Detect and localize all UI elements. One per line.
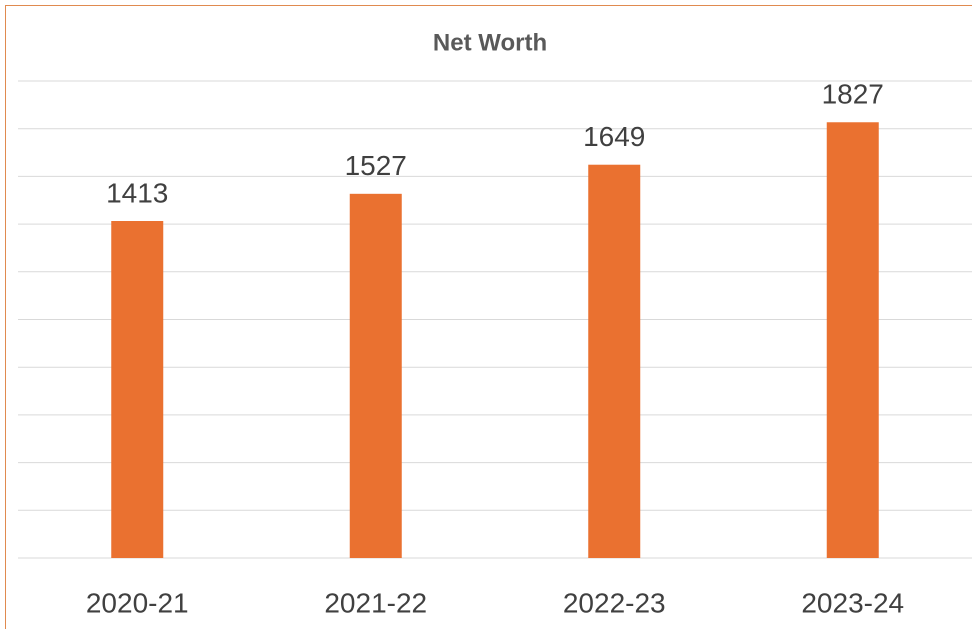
x-tick-label: 2023-24: [801, 587, 904, 618]
data-label: 1649: [583, 121, 645, 152]
data-label: 1527: [345, 150, 407, 181]
x-tick-label: 2021-22: [324, 587, 427, 618]
chart-border: [5, 5, 972, 629]
x-tick-label: 2022-23: [563, 587, 666, 618]
chart-title: Net Worth: [433, 29, 547, 56]
bar: [588, 164, 641, 558]
data-label: 1827: [822, 79, 884, 110]
data-label: 1413: [106, 177, 168, 208]
bar: [111, 220, 164, 558]
bar: [826, 122, 879, 558]
x-tick-label: 2020-21: [86, 587, 189, 618]
bar: [349, 193, 402, 559]
